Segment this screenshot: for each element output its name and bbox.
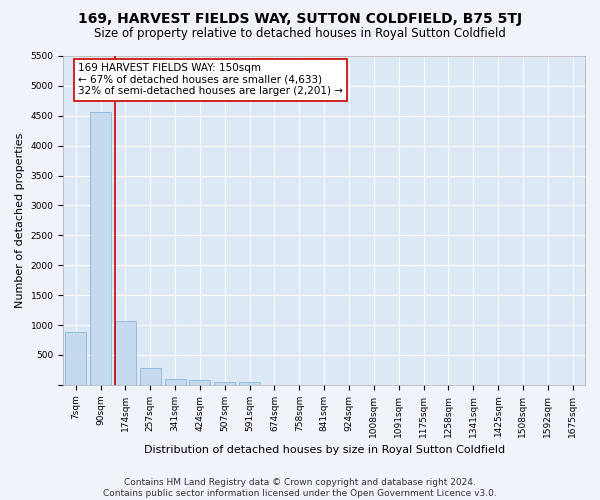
Bar [239,382,260,385]
Text: Contains HM Land Registry data © Crown copyright and database right 2024.
Contai: Contains HM Land Registry data © Crown c… [103,478,497,498]
Bar [214,382,235,385]
Bar [140,368,161,385]
Bar [90,112,111,385]
X-axis label: Distribution of detached houses by size in Royal Sutton Coldfield: Distribution of detached houses by size … [143,445,505,455]
Bar [190,380,211,385]
Y-axis label: Number of detached properties: Number of detached properties [15,132,25,308]
Bar [65,332,86,385]
Bar [164,380,185,385]
Text: 169 HARVEST FIELDS WAY: 150sqm
← 67% of detached houses are smaller (4,633)
32% : 169 HARVEST FIELDS WAY: 150sqm ← 67% of … [77,63,343,96]
Text: 169, HARVEST FIELDS WAY, SUTTON COLDFIELD, B75 5TJ: 169, HARVEST FIELDS WAY, SUTTON COLDFIEL… [78,12,522,26]
Text: Size of property relative to detached houses in Royal Sutton Coldfield: Size of property relative to detached ho… [94,28,506,40]
Bar [115,322,136,385]
